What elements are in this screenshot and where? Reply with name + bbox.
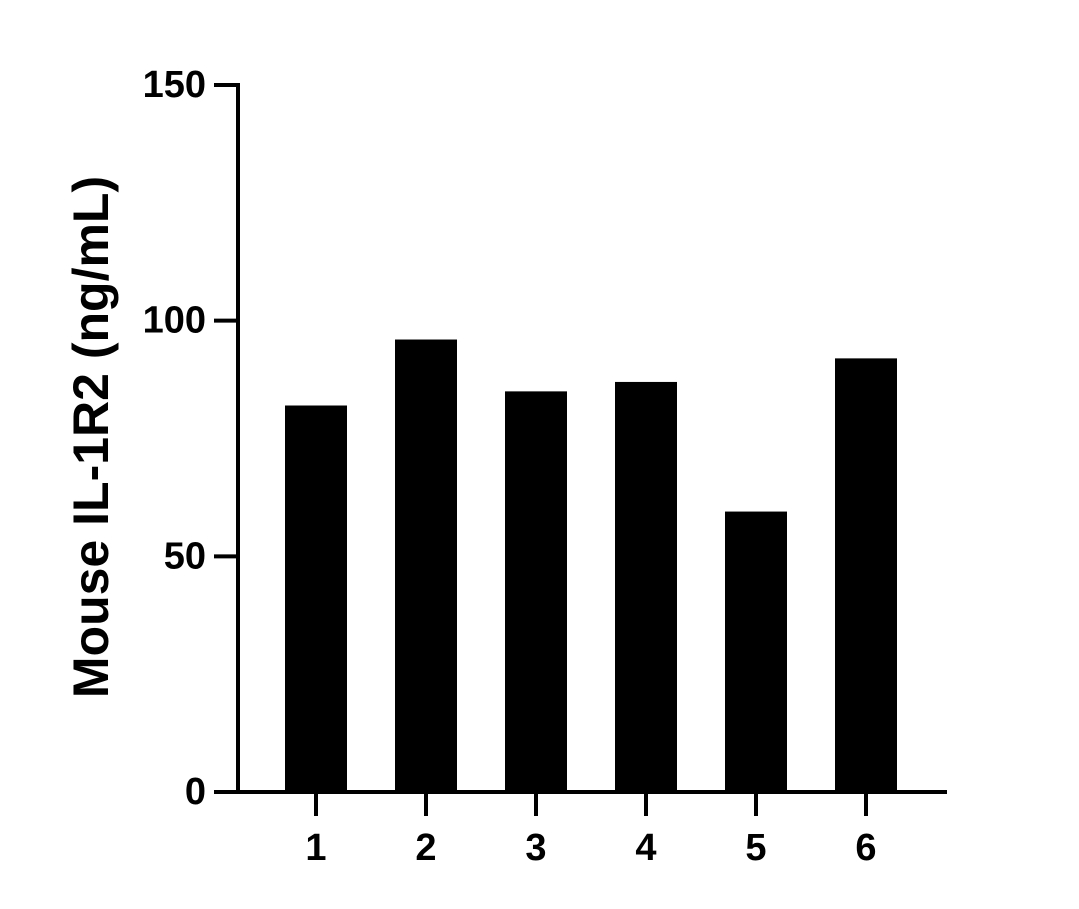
x-tick-label-2: 2	[415, 827, 436, 869]
x-tick-label-3: 3	[525, 827, 546, 869]
bar-4	[615, 381, 677, 792]
y-tick-label-100: 100	[143, 300, 206, 342]
y-tick-label-0: 0	[185, 771, 206, 813]
bar-6	[835, 358, 897, 792]
bar-5	[725, 511, 787, 792]
bar-3	[505, 391, 567, 792]
y-tick-label-50: 50	[164, 535, 206, 577]
bars-group	[285, 339, 897, 792]
x-tick-label-1: 1	[305, 827, 326, 869]
bar-1	[285, 405, 347, 792]
x-tick-label-5: 5	[745, 827, 766, 869]
x-tick-label-4: 4	[635, 827, 656, 869]
y-axis-title: Mouse IL-1R2 (ng/mL)	[63, 176, 119, 698]
y-tick-label-150: 150	[143, 64, 206, 106]
bar-2	[395, 339, 457, 792]
x-tick-label-6: 6	[855, 827, 876, 869]
y-axis: 0 50 100 150	[143, 64, 240, 813]
x-axis: 1 2 3 4 5 6	[236, 790, 947, 869]
